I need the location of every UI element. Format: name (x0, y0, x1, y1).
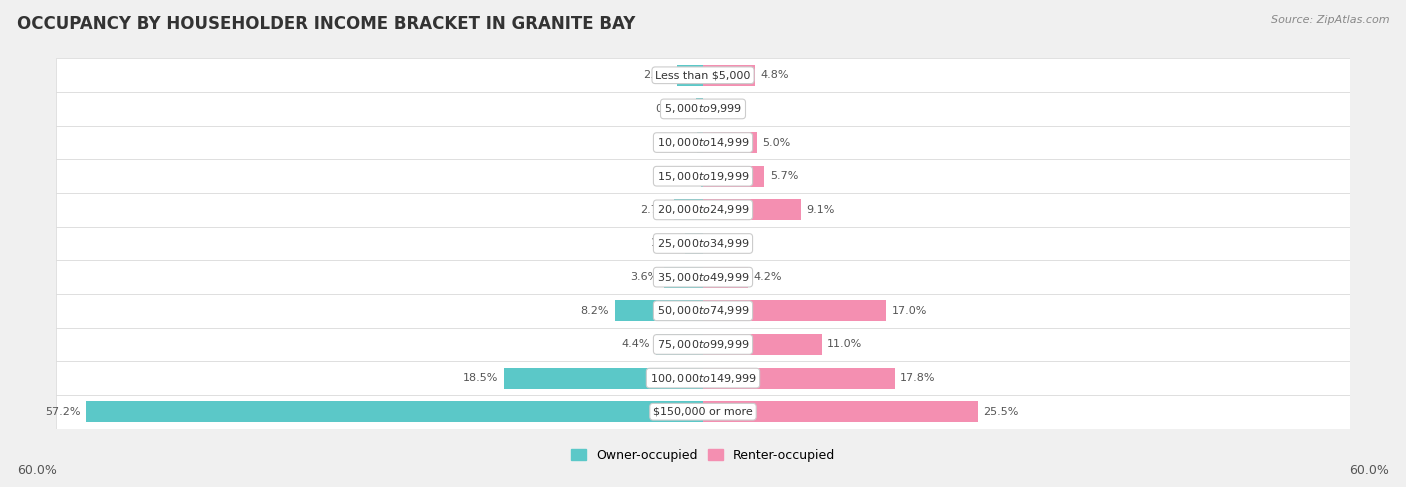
Bar (655, 334, 703, 355)
Bar (703, 300, 886, 321)
Text: 1.7%: 1.7% (651, 239, 679, 248)
Bar (703, 65, 755, 86)
Text: 0.17%: 0.17% (661, 171, 696, 181)
Text: 60.0%: 60.0% (17, 464, 56, 477)
Text: 17.8%: 17.8% (900, 373, 936, 383)
Bar (56, 395, 1350, 429)
Bar (56, 58, 1350, 92)
Text: $50,000 to $74,999: $50,000 to $74,999 (657, 304, 749, 318)
Bar (56, 193, 1350, 226)
Bar (703, 132, 756, 153)
Bar (664, 267, 703, 288)
Bar (86, 401, 703, 422)
Bar (703, 199, 801, 220)
Text: 57.2%: 57.2% (45, 407, 82, 417)
Bar (678, 65, 703, 86)
Bar (503, 368, 703, 389)
Text: 18.5%: 18.5% (463, 373, 498, 383)
Text: 5.7%: 5.7% (770, 171, 799, 181)
Text: 9.1%: 9.1% (807, 205, 835, 215)
Bar (697, 132, 703, 153)
Text: 0.55%: 0.55% (657, 137, 692, 148)
Bar (703, 267, 748, 288)
Bar (703, 334, 821, 355)
Text: 4.2%: 4.2% (754, 272, 782, 282)
Bar (696, 98, 703, 119)
Bar (56, 159, 1350, 193)
Text: $35,000 to $49,999: $35,000 to $49,999 (657, 271, 749, 283)
Bar (703, 401, 979, 422)
Text: 0.0%: 0.0% (709, 239, 737, 248)
Text: 3.6%: 3.6% (630, 272, 659, 282)
Text: 17.0%: 17.0% (891, 306, 927, 316)
Bar (56, 361, 1350, 395)
Text: 0.69%: 0.69% (655, 104, 690, 114)
Text: $25,000 to $34,999: $25,000 to $34,999 (657, 237, 749, 250)
Bar (56, 126, 1350, 159)
Text: $75,000 to $99,999: $75,000 to $99,999 (657, 338, 749, 351)
Text: $150,000 or more: $150,000 or more (654, 407, 752, 417)
Bar (56, 328, 1350, 361)
Bar (702, 166, 703, 187)
Bar (56, 92, 1350, 126)
Text: $100,000 to $149,999: $100,000 to $149,999 (650, 372, 756, 385)
Text: Source: ZipAtlas.com: Source: ZipAtlas.com (1271, 15, 1389, 25)
Bar (614, 300, 703, 321)
Text: $20,000 to $24,999: $20,000 to $24,999 (657, 204, 749, 216)
Text: 2.4%: 2.4% (643, 70, 672, 80)
Bar (56, 226, 1350, 261)
Bar (703, 368, 894, 389)
Text: $5,000 to $9,999: $5,000 to $9,999 (664, 102, 742, 115)
Text: 60.0%: 60.0% (1350, 464, 1389, 477)
Text: 25.5%: 25.5% (983, 407, 1018, 417)
Text: $15,000 to $19,999: $15,000 to $19,999 (657, 169, 749, 183)
Bar (703, 166, 765, 187)
Legend: Owner-occupied, Renter-occupied: Owner-occupied, Renter-occupied (567, 444, 839, 467)
Text: 11.0%: 11.0% (827, 339, 862, 350)
Text: 0.0%: 0.0% (709, 104, 737, 114)
Text: $10,000 to $14,999: $10,000 to $14,999 (657, 136, 749, 149)
Text: 2.7%: 2.7% (640, 205, 668, 215)
Text: OCCUPANCY BY HOUSEHOLDER INCOME BRACKET IN GRANITE BAY: OCCUPANCY BY HOUSEHOLDER INCOME BRACKET … (17, 15, 636, 33)
Text: Less than $5,000: Less than $5,000 (655, 70, 751, 80)
Bar (685, 233, 703, 254)
Text: 5.0%: 5.0% (762, 137, 790, 148)
Text: 4.4%: 4.4% (621, 339, 650, 350)
Text: 4.8%: 4.8% (761, 70, 789, 80)
Bar (673, 199, 703, 220)
Bar (56, 261, 1350, 294)
Text: 8.2%: 8.2% (581, 306, 609, 316)
Bar (56, 294, 1350, 328)
